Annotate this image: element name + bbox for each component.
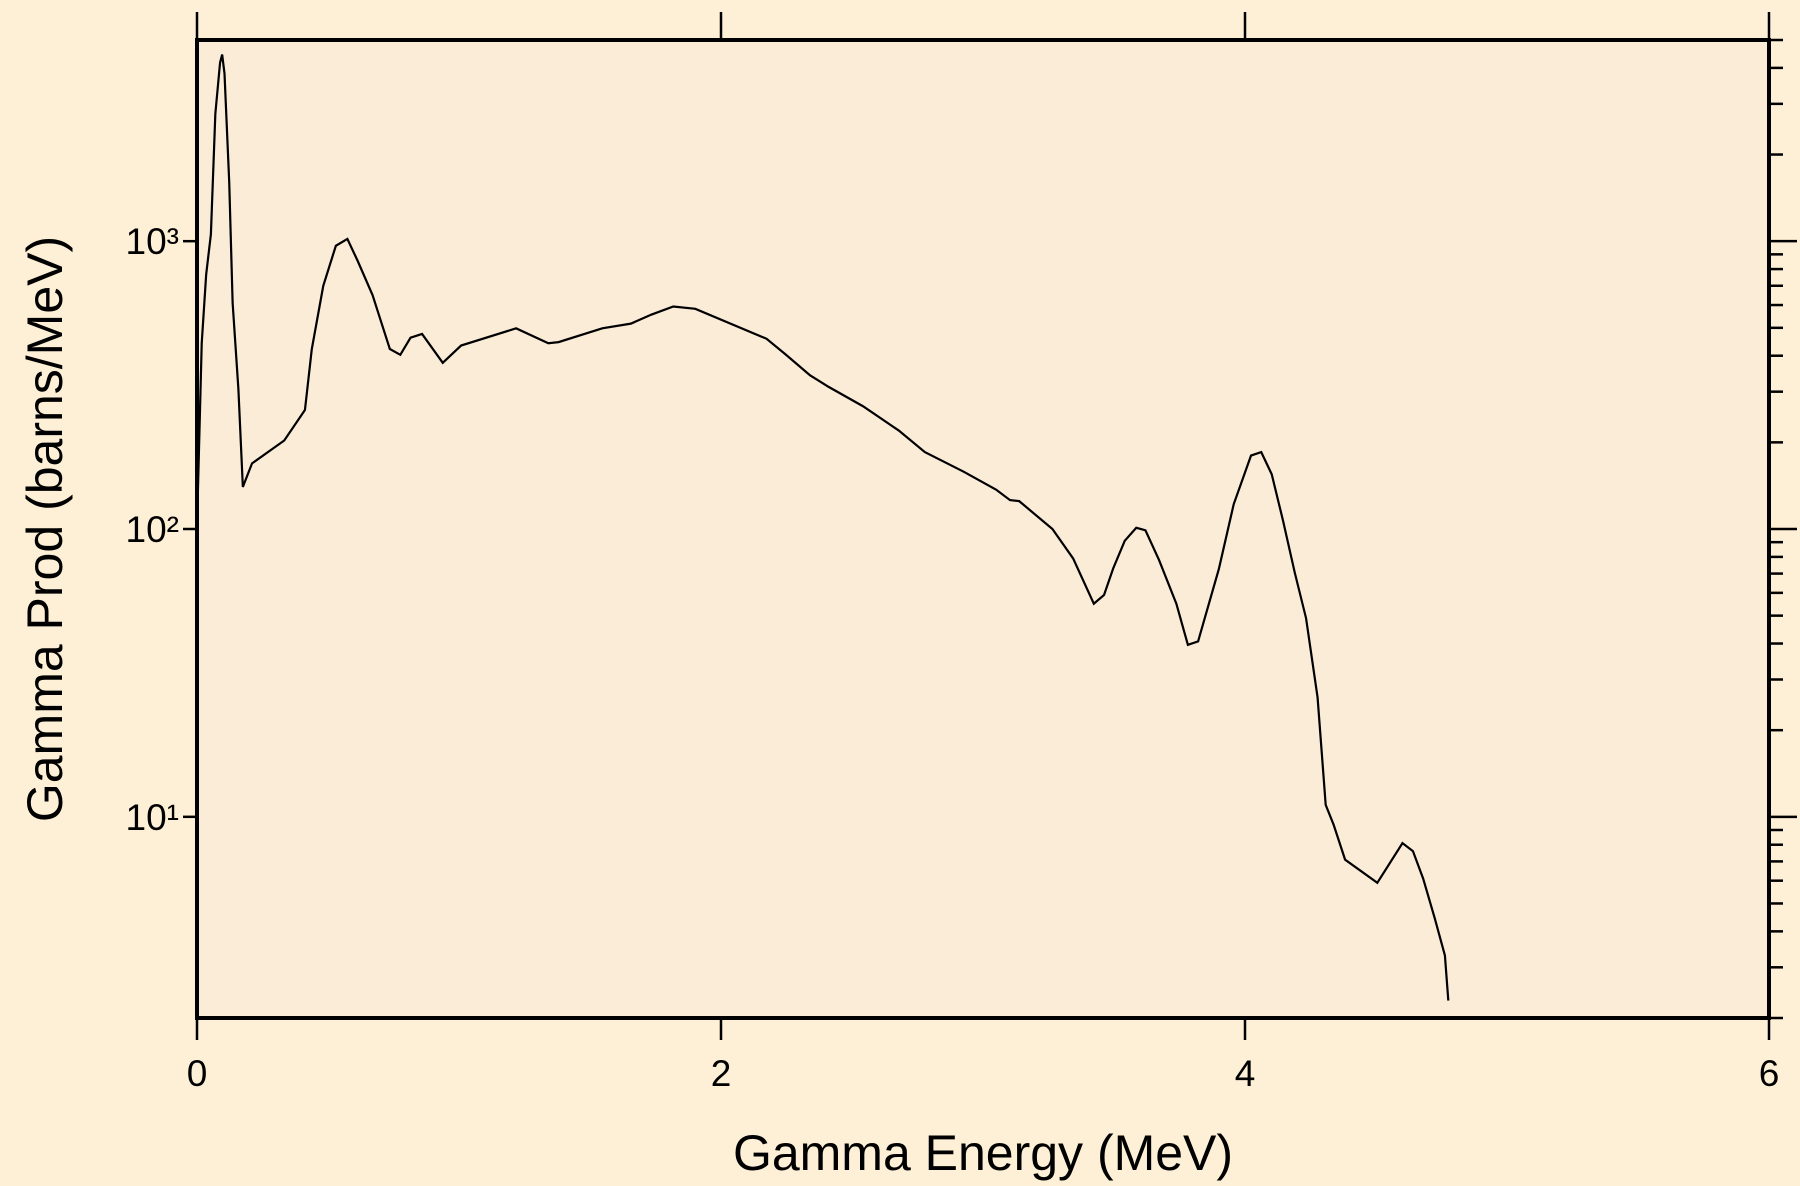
x-tick-label: 6: [1759, 1053, 1780, 1094]
y-tick-label: 10³: [126, 221, 179, 262]
plot-area: [195, 38, 1771, 1020]
x-tick-label: 2: [711, 1053, 732, 1094]
y-axis-title: Gamma Prod (barns/MeV): [17, 236, 73, 822]
data-line: [195, 54, 1450, 1001]
y-tick-label: 10²: [126, 509, 179, 550]
x-tick-label: 4: [1235, 1053, 1256, 1094]
x-tick-label: 0: [187, 1053, 208, 1094]
x-axis-title: Gamma Energy (MeV): [733, 1125, 1233, 1181]
y-tick-label: 10¹: [126, 797, 179, 838]
